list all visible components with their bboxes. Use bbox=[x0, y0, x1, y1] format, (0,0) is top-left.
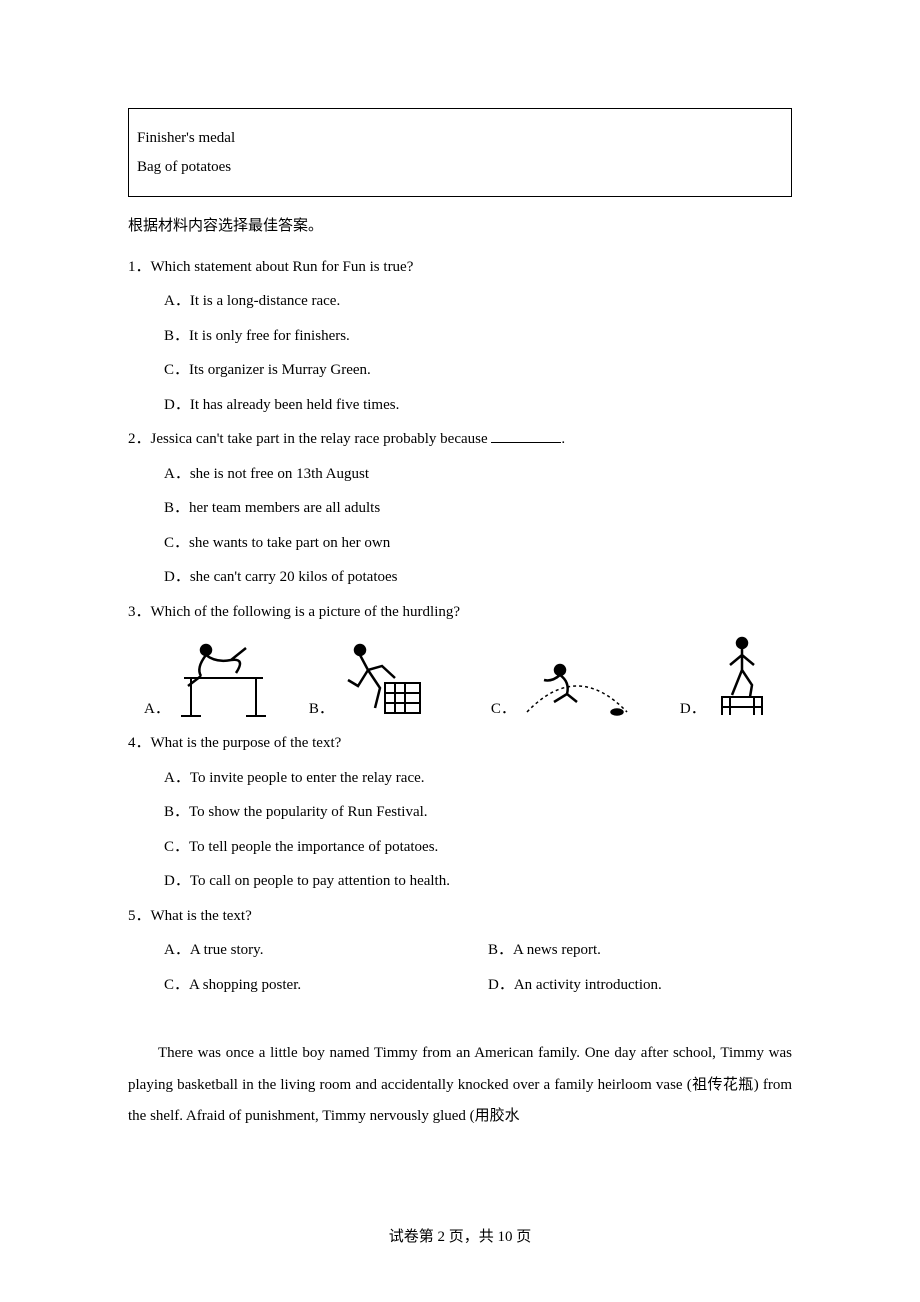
option-letter: A． bbox=[164, 770, 190, 786]
box-line-1: Finisher's medal bbox=[137, 127, 783, 150]
question-number: 1． bbox=[128, 259, 151, 275]
question-5: 5．What is the text? bbox=[128, 905, 792, 928]
option-text: To show the popularity of Run Festival. bbox=[189, 804, 428, 820]
option-letter: B． bbox=[164, 500, 189, 516]
option-b[interactable]: B．A news report. bbox=[468, 939, 792, 962]
question-4-options: A．To invite people to enter the relay ra… bbox=[128, 767, 792, 893]
option-b[interactable]: B．To show the popularity of Run Festival… bbox=[164, 801, 792, 824]
question-stem-pre: Jessica can't take part in the relay rac… bbox=[151, 431, 492, 447]
option-letter: C． bbox=[164, 839, 189, 855]
question-number: 5． bbox=[128, 908, 151, 924]
option-letter: C． bbox=[491, 698, 516, 721]
option-letter: D． bbox=[488, 974, 514, 997]
option-b[interactable]: B．her team members are all adults bbox=[164, 497, 792, 520]
option-text: To call on people to pay attention to he… bbox=[190, 873, 450, 889]
option-letter: B． bbox=[488, 939, 513, 962]
long-jump-icon bbox=[522, 652, 632, 720]
option-a[interactable]: A．A true story. bbox=[144, 939, 468, 962]
instruction: 根据材料内容选择最佳答案。 bbox=[128, 215, 792, 238]
option-letter: A． bbox=[164, 466, 190, 482]
box-line-2: Bag of potatoes bbox=[137, 156, 783, 179]
step-up-icon bbox=[712, 635, 772, 720]
footer-total-pages: 10 bbox=[498, 1229, 513, 1245]
option-a[interactable]: A．she is not free on 13th August bbox=[164, 463, 792, 486]
option-letter: D． bbox=[680, 698, 706, 721]
fill-blank bbox=[491, 428, 561, 443]
footer-mid: 页，共 bbox=[445, 1229, 498, 1245]
option-a[interactable]: A．It is a long-distance race. bbox=[164, 290, 792, 313]
option-letter: D． bbox=[164, 397, 190, 413]
option-c[interactable]: C． bbox=[491, 652, 632, 720]
question-1: 1．Which statement about Run for Fun is t… bbox=[128, 256, 792, 279]
option-text: she wants to take part on her own bbox=[189, 535, 390, 551]
option-letter: C． bbox=[164, 362, 189, 378]
passage-text: There was once a little boy named Timmy … bbox=[128, 1045, 792, 1124]
question-number: 2． bbox=[128, 431, 151, 447]
option-d[interactable]: D．To call on people to pay attention to … bbox=[164, 870, 792, 893]
option-d[interactable]: D．she can't carry 20 kilos of potatoes bbox=[164, 566, 792, 589]
footer-post: 页 bbox=[513, 1229, 532, 1245]
option-text: To tell people the importance of potatoe… bbox=[189, 839, 438, 855]
question-stem: Which statement about Run for Fun is tru… bbox=[151, 259, 414, 275]
question-2-options: A．she is not free on 13th August B．her t… bbox=[128, 463, 792, 589]
option-text: she is not free on 13th August bbox=[190, 466, 369, 482]
option-text: It is a long-distance race. bbox=[190, 293, 340, 309]
question-2: 2．Jessica can't take part in the relay r… bbox=[128, 428, 792, 451]
option-letter: B． bbox=[164, 328, 189, 344]
exam-page: Finisher's medal Bag of potatoes 根据材料内容选… bbox=[0, 0, 920, 1133]
option-d[interactable]: D．An activity introduction. bbox=[468, 974, 792, 997]
footer-current-page: 2 bbox=[437, 1229, 445, 1245]
question-number: 4． bbox=[128, 735, 151, 751]
option-text: It is only free for finishers. bbox=[189, 328, 350, 344]
option-c[interactable]: C．A shopping poster. bbox=[144, 974, 468, 997]
question-stem: What is the purpose of the text? bbox=[151, 735, 342, 751]
option-c[interactable]: C．she wants to take part on her own bbox=[164, 532, 792, 555]
option-letter: B． bbox=[309, 698, 334, 721]
option-text: A shopping poster. bbox=[189, 974, 301, 997]
option-b[interactable]: B．It is only free for finishers. bbox=[164, 325, 792, 348]
option-d[interactable]: D． bbox=[680, 635, 772, 720]
footer-pre: 试卷第 bbox=[389, 1229, 438, 1245]
info-box: Finisher's medal Bag of potatoes bbox=[128, 108, 792, 197]
option-text: A news report. bbox=[513, 939, 601, 962]
question-stem: What is the text? bbox=[151, 908, 252, 924]
option-letter: C． bbox=[164, 974, 189, 997]
option-text: A true story. bbox=[190, 939, 264, 962]
option-text: An activity introduction. bbox=[514, 974, 662, 997]
question-stem-post: . bbox=[561, 431, 565, 447]
option-c[interactable]: C．To tell people the importance of potat… bbox=[164, 836, 792, 859]
option-letter: D． bbox=[164, 873, 190, 889]
option-text: Its organizer is Murray Green. bbox=[189, 362, 371, 378]
option-c[interactable]: C．Its organizer is Murray Green. bbox=[164, 359, 792, 382]
option-letter: A． bbox=[144, 698, 170, 721]
option-text: her team members are all adults bbox=[189, 500, 380, 516]
option-a[interactable]: A．To invite people to enter the relay ra… bbox=[164, 767, 792, 790]
option-d[interactable]: D．It has already been held five times. bbox=[164, 394, 792, 417]
option-text: It has already been held five times. bbox=[190, 397, 400, 413]
option-letter: A． bbox=[164, 293, 190, 309]
question-1-options: A．It is a long-distance race. B．It is on… bbox=[128, 290, 792, 416]
option-letter: B． bbox=[164, 804, 189, 820]
question-5-options: A．A true story. B．A news report. C．A sho… bbox=[128, 939, 792, 1008]
page-footer: 试卷第 2 页，共 10 页 bbox=[0, 1225, 920, 1246]
option-a[interactable]: A． bbox=[144, 638, 271, 720]
option-text: To invite people to enter the relay race… bbox=[190, 770, 425, 786]
question-3: 3．Which of the following is a picture of… bbox=[128, 601, 792, 624]
question-4: 4．What is the purpose of the text? bbox=[128, 732, 792, 755]
option-letter: D． bbox=[164, 569, 190, 585]
question-3-options: A． B． bbox=[128, 635, 792, 720]
option-b[interactable]: B． bbox=[309, 638, 428, 720]
reading-passage: There was once a little boy named Timmy … bbox=[128, 1038, 792, 1133]
option-text: she can't carry 20 kilos of potatoes bbox=[190, 569, 398, 585]
question-number: 3． bbox=[128, 604, 151, 620]
hurdle-high-jump-icon bbox=[176, 638, 271, 720]
option-letter: C． bbox=[164, 535, 189, 551]
question-stem: Which of the following is a picture of t… bbox=[151, 604, 461, 620]
option-letter: A． bbox=[164, 939, 190, 962]
hurdle-runner-icon bbox=[340, 638, 428, 720]
